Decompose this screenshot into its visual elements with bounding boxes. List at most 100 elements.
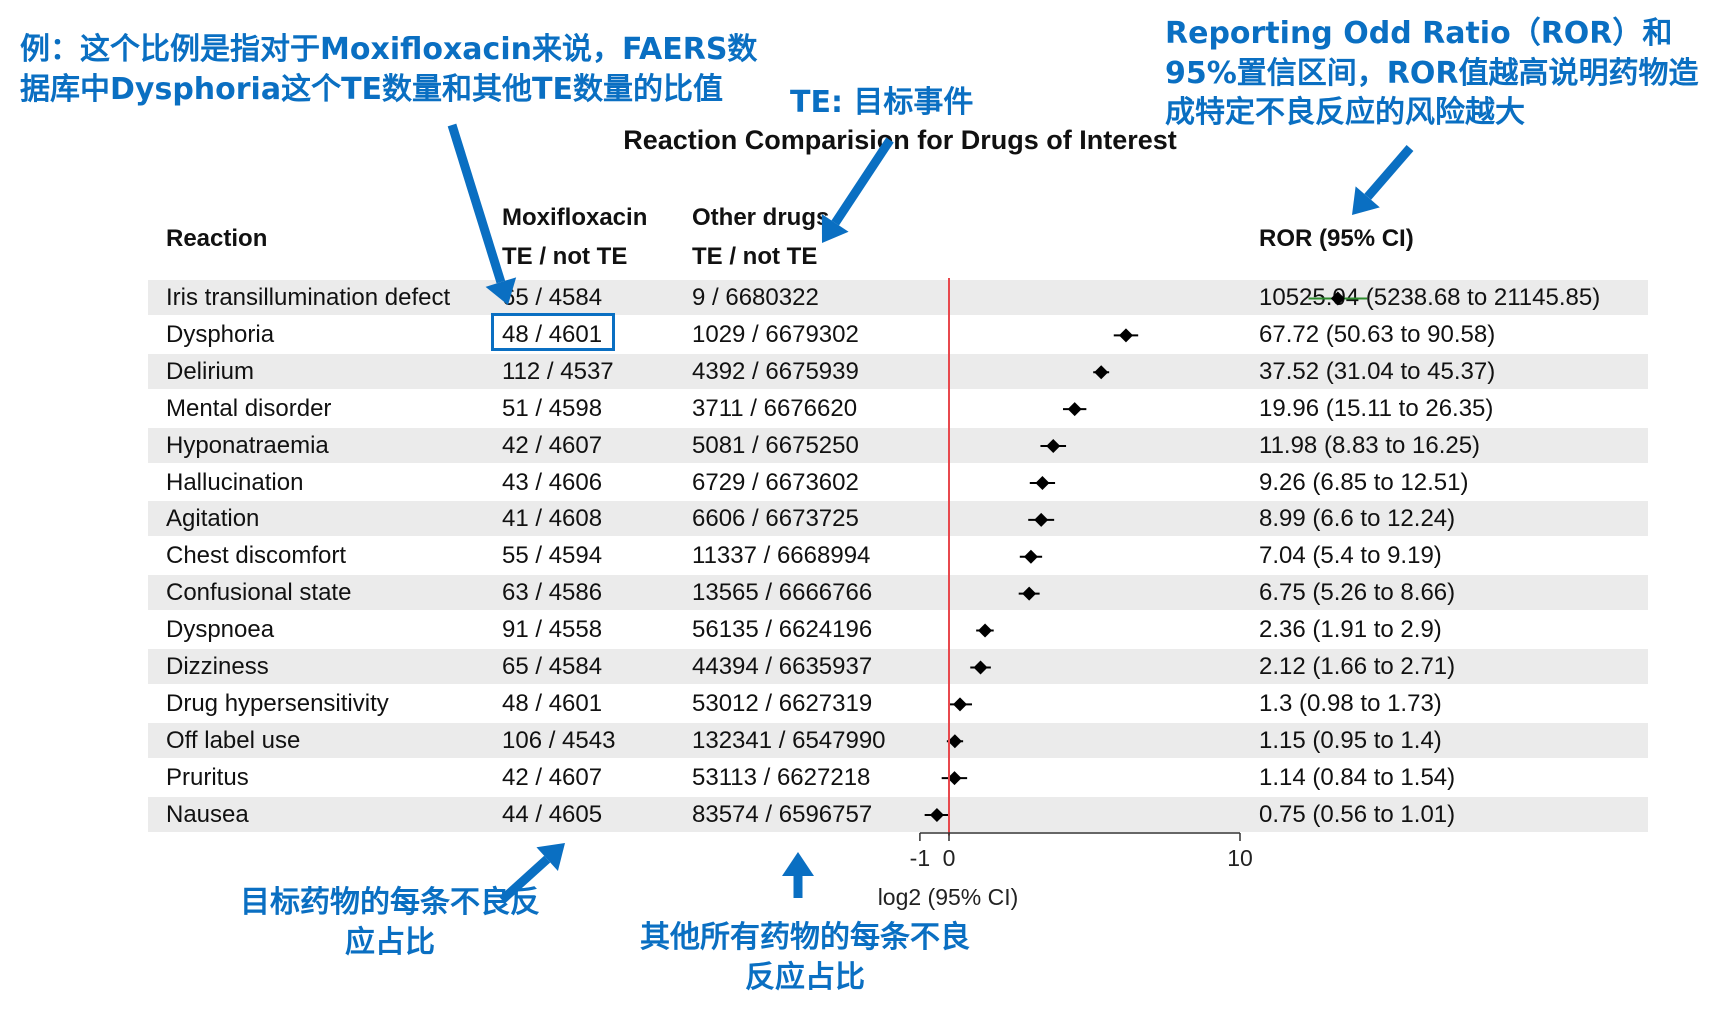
estimate-marker xyxy=(1035,475,1050,490)
ror-cell: 11.98 (8.83 to 16.25) xyxy=(1259,431,1481,459)
reaction-cell: Confusional state xyxy=(166,579,352,607)
ror-cell: 7.04 (5.4 to 9.19) xyxy=(1259,542,1442,570)
x-tick-label: 0 xyxy=(943,845,956,871)
row-band xyxy=(148,575,1648,611)
ror-cell: 67.72 (50.63 to 90.58) xyxy=(1259,320,1496,348)
header-drug: Moxifloxacin xyxy=(502,204,648,231)
others-count-cell: 1029 / 6679302 xyxy=(692,320,859,348)
annotation-arrows xyxy=(447,123,1414,904)
row-band xyxy=(148,501,1648,537)
reaction-cell: Dysphoria xyxy=(166,320,275,348)
header-others: Other drugs xyxy=(692,204,830,231)
arrow-target-drug-head xyxy=(536,843,565,871)
others-count-cell: 9 / 6680322 xyxy=(692,284,819,311)
reaction-cell: Delirium xyxy=(166,357,255,385)
drug-count-cell: 41 / 4608 xyxy=(502,505,603,533)
estimate-marker xyxy=(1330,291,1345,306)
others-count-cell: 13565 / 6666766 xyxy=(692,579,873,607)
arrow-te-head xyxy=(821,214,849,243)
others-count-cell: 53113 / 6627218 xyxy=(692,763,871,791)
ror-cell: 19.96 (15.11 to 26.35) xyxy=(1259,394,1494,422)
reaction-cell: Iris transillumination defect xyxy=(166,284,451,311)
reaction-cell: Mental disorder xyxy=(166,394,332,422)
ror-annotation: Reporting Odd Ratio（ROR）和95%置信区间，ROR值越高说… xyxy=(1165,16,1699,131)
estimate-marker xyxy=(1067,402,1082,417)
estimate-marker xyxy=(947,734,962,749)
others-count-cell: 6606 / 6673725 xyxy=(692,505,859,533)
reaction-cell: Off label use xyxy=(166,726,301,754)
arrow-to-highlight-shaft xyxy=(447,123,506,284)
ror-cell: 2.12 (1.66 to 2.71) xyxy=(1259,653,1456,680)
reaction-cell: Dyspnoea xyxy=(166,616,275,644)
drug-count-cell: 112 / 4537 xyxy=(502,357,614,385)
arrow-other-drugs-head xyxy=(782,852,814,876)
estimate-marker xyxy=(929,808,944,823)
arrow-to-highlight-head xyxy=(485,277,517,305)
drug-count-cell: 65 / 4584 xyxy=(502,284,603,311)
estimate-marker xyxy=(947,771,962,786)
ror-cell: 37.52 (31.04 to 45.37) xyxy=(1259,357,1496,385)
arrow-ror-shaft xyxy=(1364,145,1414,200)
header-drug-sub: TE / not TE xyxy=(502,243,628,270)
drug-count-cell: 42 / 4607 xyxy=(502,431,603,459)
row-band xyxy=(148,353,1648,389)
x-tick-label: 10 xyxy=(1227,845,1253,871)
estimate-marker xyxy=(1046,439,1061,454)
drug-count-cell: 65 / 4584 xyxy=(502,653,603,680)
te-annotation: TE: 目标事件 xyxy=(790,85,974,120)
estimate-marker xyxy=(978,623,993,638)
chart-title: Reaction Comparision for Drugs of Intere… xyxy=(623,125,1177,155)
row-band xyxy=(148,280,1648,315)
ror-cell: 2.36 (1.91 to 2.9) xyxy=(1259,616,1442,644)
highlight-box xyxy=(491,313,615,351)
drug-count-cell: 55 / 4594 xyxy=(502,542,603,570)
plot-area: -1 0 10 xyxy=(910,278,1368,871)
reaction-cell: Agitation xyxy=(166,505,260,533)
arrow-te-shaft xyxy=(831,137,894,226)
drug-count-cell: 44 / 4605 xyxy=(502,800,603,828)
estimate-marker xyxy=(1034,512,1049,527)
others-count-cell: 3711 / 6676620 xyxy=(692,394,858,422)
reaction-cell: Hallucination xyxy=(166,468,304,496)
reaction-cell: Nausea xyxy=(166,800,249,828)
drug-count-cell: 106 / 4543 xyxy=(502,726,616,754)
estimate-marker xyxy=(953,697,968,712)
ror-cell: 1.3 (0.98 to 1.73) xyxy=(1259,689,1442,717)
example-annotation: 例：这个比例是指对于Moxifloxacin来说，FAERS数据库中Dyspho… xyxy=(20,32,758,107)
target-drug-annotation: 目标药物的每条不良反应占比 xyxy=(240,885,540,960)
arrow-ror-head xyxy=(1352,186,1380,215)
x-tick-label: -1 xyxy=(910,845,930,871)
estimate-marker xyxy=(1094,365,1109,380)
row-band xyxy=(148,427,1648,463)
row-band xyxy=(148,796,1648,832)
reaction-cell: Hyponatraemia xyxy=(166,431,329,459)
others-count-cell: 132341 / 6547990 xyxy=(692,726,886,754)
others-count-cell: 4392 / 6675939 xyxy=(692,357,859,385)
reaction-cell: Chest discomfort xyxy=(166,542,347,570)
others-count-cell: 11337 / 6668994 xyxy=(692,542,871,570)
others-count-cell: 56135 / 6624196 xyxy=(692,616,873,644)
header-ror: ROR (95% CI) xyxy=(1259,225,1414,252)
ror-cell: 1.14 (0.84 to 1.54) xyxy=(1259,763,1456,791)
ror-cell: 6.75 (5.26 to 8.66) xyxy=(1259,579,1456,607)
reaction-cell: Pruritus xyxy=(166,763,249,791)
drug-count-cell: 51 / 4598 xyxy=(502,394,603,422)
ror-cell: 8.99 (6.6 to 12.24) xyxy=(1259,505,1456,533)
row-band xyxy=(148,649,1648,684)
ror-cell: 0.75 (0.56 to 1.01) xyxy=(1259,800,1456,828)
estimate-marker xyxy=(1022,586,1037,601)
ror-cell: 9.26 (6.85 to 12.51) xyxy=(1259,468,1469,496)
others-count-cell: 83574 / 6596757 xyxy=(692,800,873,828)
estimate-marker xyxy=(973,660,988,675)
x-axis-label: log2 (95% CI) xyxy=(878,884,1019,910)
row-band xyxy=(148,722,1648,758)
header-reaction: Reaction xyxy=(166,225,268,252)
others-count-cell: 53012 / 6627319 xyxy=(692,689,873,717)
others-count-cell: 44394 / 6635937 xyxy=(692,653,873,680)
arrow-target-drug-shaft xyxy=(498,855,551,904)
drug-count-cell: 43 / 4606 xyxy=(502,468,603,496)
drug-count-cell: 48 / 4601 xyxy=(502,689,603,717)
header-others-sub: TE / not TE xyxy=(692,243,818,270)
